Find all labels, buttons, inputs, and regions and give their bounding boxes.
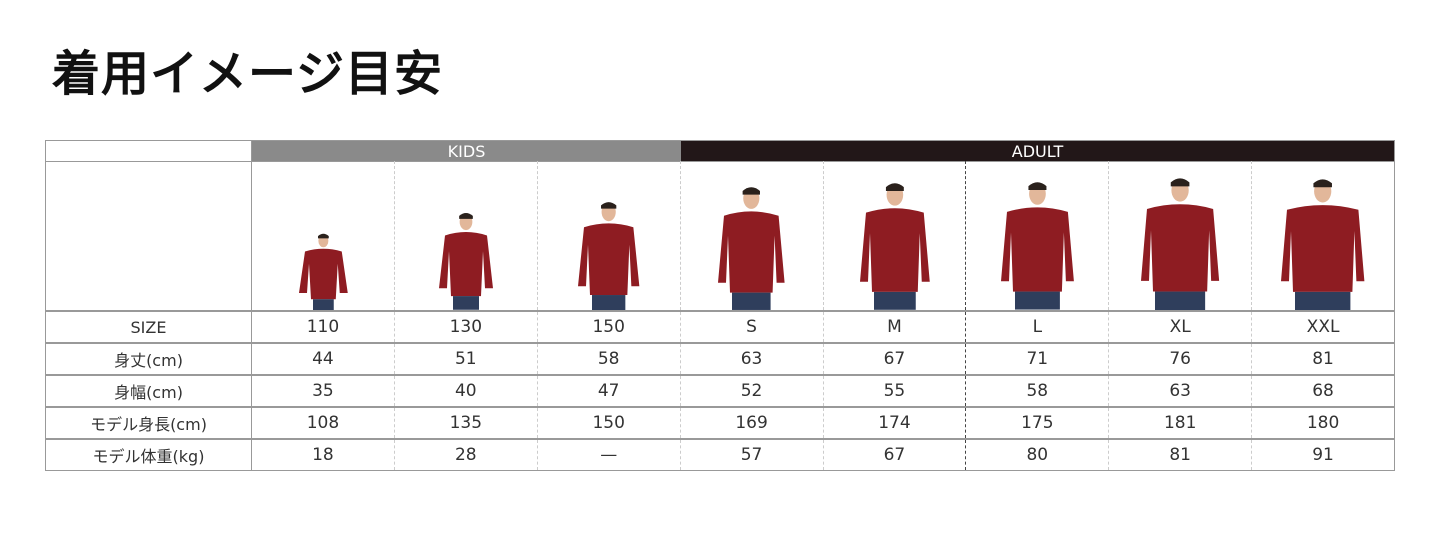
table-cell: 58 [538,344,681,374]
table-cell: 18 [252,440,395,470]
model-figure [298,233,348,310]
row-label: SIZE [46,312,252,342]
table-row: 身幅(cm) 35 40 47 52 55 58 63 68 [46,375,1394,407]
table-cell: 81 [1109,440,1253,470]
table-cell: 57 [681,440,824,470]
model-photo-S [681,161,824,310]
table-cell: 44 [252,344,395,374]
kids-group-header: KIDS [252,141,681,161]
model-photo-XL [1109,161,1253,310]
table-cell: S [681,312,824,342]
model-photo-150 [538,161,681,310]
table-cell: 81 [1312,349,1334,369]
table-row: モデル身長(cm) 108 135 150 169 174 175 181 180 [46,407,1394,439]
row-label: 身幅(cm) [46,376,252,406]
table-cell: 174 [824,408,967,438]
table-cell: 80 [966,440,1110,470]
table-row: 身丈(cm) 44 51 58 63 67 71 76 81 [46,343,1394,375]
model-photo-M [824,161,967,310]
table-cell: 150 [538,408,681,438]
model-figure [1281,178,1365,310]
table-cell: XXL [1306,317,1340,337]
table-cell: 67 [824,440,967,470]
table-cell: 135 [395,408,538,438]
size-chart-table: KIDS ADULT SIZE 110 130 150 S M L X [45,140,1395,471]
table-cell: 67 [824,344,967,374]
table-cell: 91 [1312,445,1334,465]
table-cell: 51 [395,344,538,374]
model-figure [438,213,493,310]
table-cell: 52 [681,376,824,406]
row-label: 身丈(cm) [46,344,252,374]
table-cell: 150 [538,312,681,342]
group-header-row: KIDS ADULT [46,141,1394,162]
table-cell: L [966,312,1110,342]
table-cell: 175 [966,408,1110,438]
adult-group-header: ADULT [681,141,1394,161]
page-title: 着用イメージ目安 [52,46,444,102]
table-cell: 55 [824,376,967,406]
table-cell: 58 [966,376,1110,406]
model-figure [1141,178,1220,310]
row-label: モデル体重(kg) [46,440,252,470]
table-cell: 181 [1109,408,1253,438]
model-figure [1000,182,1074,310]
table-cell: 63 [681,344,824,374]
table-cell: 180 [1306,413,1340,433]
model-photo-L [966,161,1110,310]
table-cell: 47 [538,376,681,406]
empty-corner-cell [46,141,252,161]
table-cell: 28 [395,440,538,470]
model-photo-110 [252,161,395,310]
table-cell: 63 [1109,376,1253,406]
table-row: SIZE 110 130 150 S M L XL XXL [46,311,1394,343]
model-figure [859,183,930,310]
table-cell: 71 [966,344,1110,374]
table-cell: 110 [252,312,395,342]
model-photo-130 [395,161,538,310]
table-cell: — [538,440,681,470]
table-cell: 108 [252,408,395,438]
table-cell: 169 [681,408,824,438]
row-label: モデル身長(cm) [46,408,252,438]
model-photo-XXL [1252,161,1394,310]
model-photo-row [46,161,1394,311]
table-cell: XL [1109,312,1253,342]
model-figure [718,187,785,310]
table-cell: 76 [1109,344,1253,374]
model-figure [578,201,640,310]
table-cell: 68 [1312,381,1334,401]
table-cell: 130 [395,312,538,342]
table-cell: M [824,312,967,342]
table-row: モデル体重(kg) 18 28—57 67 80 81 91 [46,439,1394,470]
table-cell: 35 [252,376,395,406]
table-cell: 40 [395,376,538,406]
empty-photo-label [46,161,252,310]
